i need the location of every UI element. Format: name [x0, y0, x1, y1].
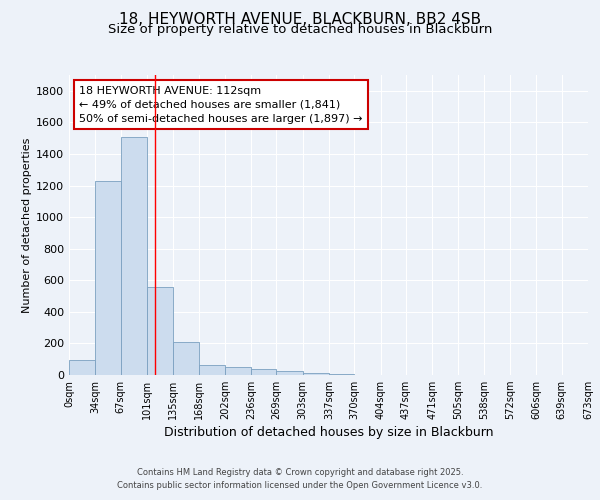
Bar	[302, 373, 329, 375]
Bar	[251, 368, 277, 375]
Bar	[95, 181, 121, 375]
X-axis label: Distribution of detached houses by size in Blackburn: Distribution of detached houses by size …	[164, 426, 493, 440]
Bar	[147, 286, 173, 375]
Text: Contains public sector information licensed under the Open Government Licence v3: Contains public sector information licen…	[118, 480, 482, 490]
Text: Contains HM Land Registry data © Crown copyright and database right 2025.: Contains HM Land Registry data © Crown c…	[137, 468, 463, 477]
Bar	[121, 136, 147, 375]
Bar	[277, 371, 302, 375]
Text: 18, HEYWORTH AVENUE, BLACKBURN, BB2 4SB: 18, HEYWORTH AVENUE, BLACKBURN, BB2 4SB	[119, 12, 481, 28]
Bar	[225, 368, 251, 375]
Bar	[69, 360, 95, 375]
Bar	[173, 342, 199, 375]
Text: Size of property relative to detached houses in Blackburn: Size of property relative to detached ho…	[108, 24, 492, 36]
Bar	[329, 374, 355, 375]
Text: 18 HEYWORTH AVENUE: 112sqm
← 49% of detached houses are smaller (1,841)
50% of s: 18 HEYWORTH AVENUE: 112sqm ← 49% of deta…	[79, 86, 363, 124]
Y-axis label: Number of detached properties: Number of detached properties	[22, 138, 32, 312]
Bar	[199, 364, 225, 375]
